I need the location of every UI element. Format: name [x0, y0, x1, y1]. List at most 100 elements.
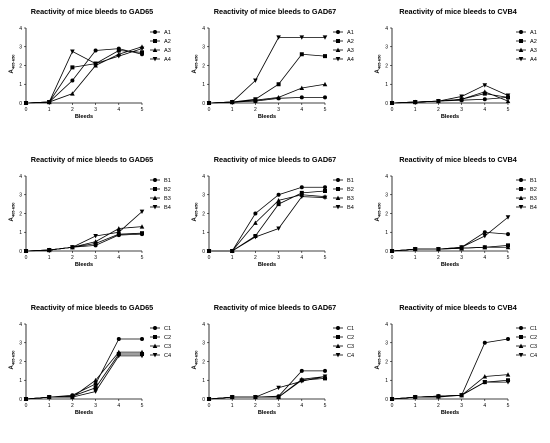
data-point	[93, 382, 98, 386]
x-tick-label: 2	[254, 107, 257, 113]
data-point	[389, 249, 395, 254]
data-point	[412, 395, 418, 400]
data-point	[276, 94, 281, 100]
y-tick-label: 1	[19, 378, 22, 384]
legend-marker	[519, 39, 523, 43]
legend-marker	[336, 178, 340, 182]
data-point	[299, 35, 305, 40]
legend-label: C4	[164, 353, 171, 359]
data-point	[482, 234, 488, 239]
x-tick-label: 2	[254, 403, 257, 409]
data-point	[323, 189, 327, 193]
series-line	[208, 36, 325, 104]
series-line	[208, 53, 326, 104]
x-tick-label: 1	[414, 403, 417, 409]
y-axis-label: A405-650	[375, 202, 382, 222]
x-tick-label: 5	[507, 107, 510, 113]
data-point	[459, 94, 464, 99]
x-tick-label: 2	[71, 403, 74, 409]
legend-label: B1	[530, 178, 537, 184]
legend-label: A4	[347, 57, 354, 63]
x-tick-label: 4	[117, 107, 120, 113]
legend-marker	[518, 57, 524, 62]
x-tick-label: 4	[300, 107, 303, 113]
x-axis-label: Bleeds	[75, 262, 93, 268]
data-point	[253, 220, 258, 225]
x-tick-label: 0	[208, 255, 211, 261]
y-tick-label: 1	[385, 378, 388, 384]
y-tick-label: 1	[19, 82, 22, 88]
data-point	[93, 48, 98, 53]
legend-marker	[152, 47, 158, 52]
y-tick-label: 2	[202, 63, 205, 69]
y-tick-label: 4	[385, 26, 388, 32]
data-point	[229, 395, 235, 400]
legend-label: A4	[530, 57, 537, 63]
y-tick-label: 1	[385, 82, 388, 88]
legend-marker	[518, 205, 524, 210]
y-tick-label: 2	[19, 211, 22, 217]
legend-marker	[152, 57, 158, 62]
chart-svg: Reactivity of mice bleeds to GAD67012340…	[192, 303, 354, 416]
x-tick-label: 3	[94, 403, 97, 409]
legend-marker	[153, 326, 157, 330]
data-point	[46, 248, 52, 253]
x-tick-label: 2	[437, 255, 440, 261]
x-tick-label: 0	[391, 403, 394, 409]
data-point	[70, 78, 75, 83]
chart-panel: Reactivity of mice bleeds to GAD65 0 1 2 3 4 0…	[0, 148, 183, 295]
legend-label: C3	[530, 344, 537, 350]
legend-label: B4	[164, 205, 171, 211]
chart-svg: Reactivity of mice bleeds to GAD65012340…	[9, 303, 171, 416]
x-tick-label: 4	[483, 403, 486, 409]
data-point	[323, 368, 327, 373]
legend-label: C3	[347, 344, 354, 350]
legend-label: B1	[164, 178, 171, 184]
data-point	[229, 249, 235, 254]
data-point	[412, 247, 418, 252]
x-tick-label: 3	[460, 255, 463, 261]
legend-label: A1	[347, 30, 354, 36]
y-tick-label: 2	[19, 359, 22, 365]
y-tick-label: 2	[385, 359, 388, 365]
x-tick-label: 4	[300, 403, 303, 409]
data-point	[93, 234, 98, 239]
data-point	[276, 394, 281, 400]
y-tick-label: 4	[385, 174, 388, 180]
y-tick-label: 1	[202, 378, 205, 384]
series-line	[208, 377, 326, 400]
x-tick-label: 2	[71, 255, 74, 261]
series-line	[25, 50, 143, 104]
y-tick-label: 1	[202, 82, 205, 88]
data-point	[506, 337, 510, 341]
x-tick-label: 5	[324, 255, 327, 261]
data-point	[253, 97, 258, 103]
data-point	[229, 100, 235, 105]
data-point	[299, 194, 305, 200]
y-axis-label-subscript: 405-650	[377, 54, 382, 69]
series-line	[391, 381, 508, 400]
legend-label: C3	[164, 344, 171, 350]
y-tick-label: 0	[385, 101, 388, 107]
chart-panel: Reactivity of mice bleeds to CVB4 0 1 2 3 4 0 1…	[366, 296, 549, 443]
legend-marker	[153, 187, 157, 191]
legend-label: A3	[347, 48, 354, 54]
data-point	[459, 245, 464, 250]
x-axis-label: Bleeds	[441, 114, 459, 120]
legend-label: B3	[530, 196, 537, 202]
y-tick-label: 3	[385, 193, 388, 199]
data-point	[276, 385, 281, 391]
y-axis-label: A405-650	[375, 54, 382, 74]
x-tick-label: 1	[48, 403, 51, 409]
data-point	[116, 353, 122, 359]
x-tick-label: 5	[141, 255, 144, 261]
data-point	[459, 393, 464, 398]
x-tick-label: 5	[507, 403, 510, 409]
y-tick-label: 3	[202, 45, 205, 51]
data-point	[276, 202, 281, 207]
y-tick-label: 4	[202, 322, 205, 328]
series-line	[209, 190, 326, 252]
x-axis-label: Bleeds	[258, 262, 276, 268]
legend-label: A2	[530, 39, 537, 45]
